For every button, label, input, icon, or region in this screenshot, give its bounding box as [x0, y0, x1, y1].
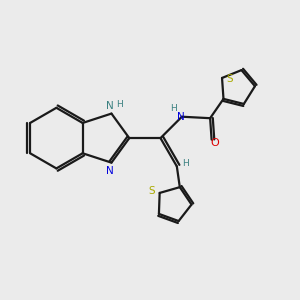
Text: H: H: [182, 159, 188, 168]
Text: S: S: [226, 74, 233, 84]
Text: N: N: [177, 112, 185, 122]
Text: S: S: [148, 186, 154, 197]
Text: N: N: [106, 166, 114, 176]
Text: H: H: [116, 100, 123, 109]
Text: N: N: [106, 101, 114, 111]
Text: H: H: [170, 104, 177, 113]
Text: O: O: [211, 138, 220, 148]
